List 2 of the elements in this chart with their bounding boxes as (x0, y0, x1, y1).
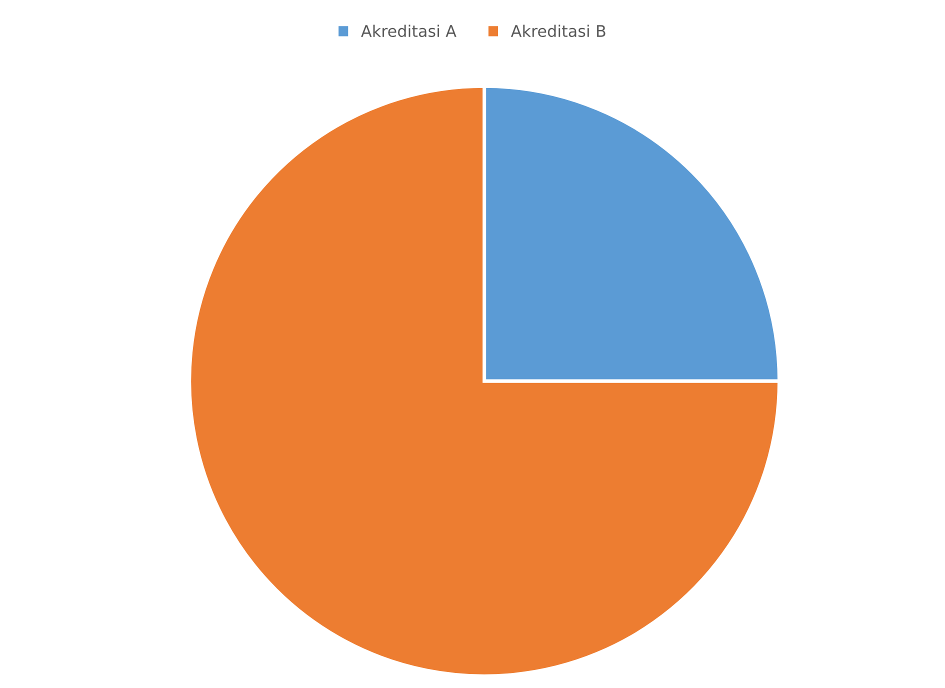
legend-label: Akreditasi A (361, 24, 456, 38)
legend-label: Akreditasi B (510, 24, 606, 38)
